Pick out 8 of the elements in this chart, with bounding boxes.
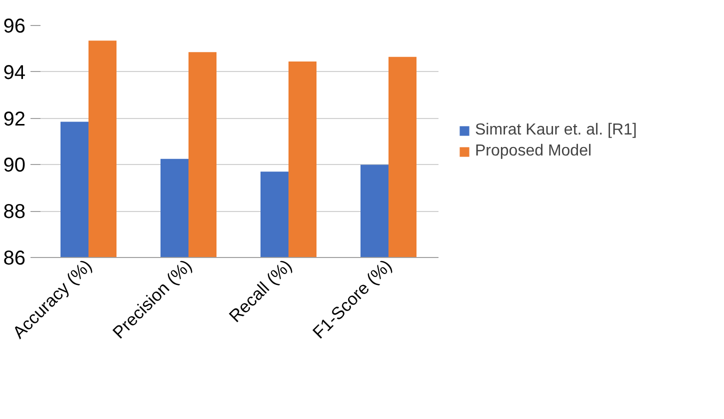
- y-tick-label: 86: [3, 248, 26, 270]
- y-tick-label: 96: [3, 16, 26, 38]
- y-tick-label: 94: [3, 62, 26, 84]
- y-tick-label: 90: [3, 154, 26, 177]
- y-tick-label: 88: [3, 201, 26, 224]
- legend-label: Simrat Kaur et. al. [R1]: [475, 122, 637, 140]
- y-tick-label: 92: [3, 108, 26, 130]
- legend-label: Proposed Model: [475, 142, 592, 160]
